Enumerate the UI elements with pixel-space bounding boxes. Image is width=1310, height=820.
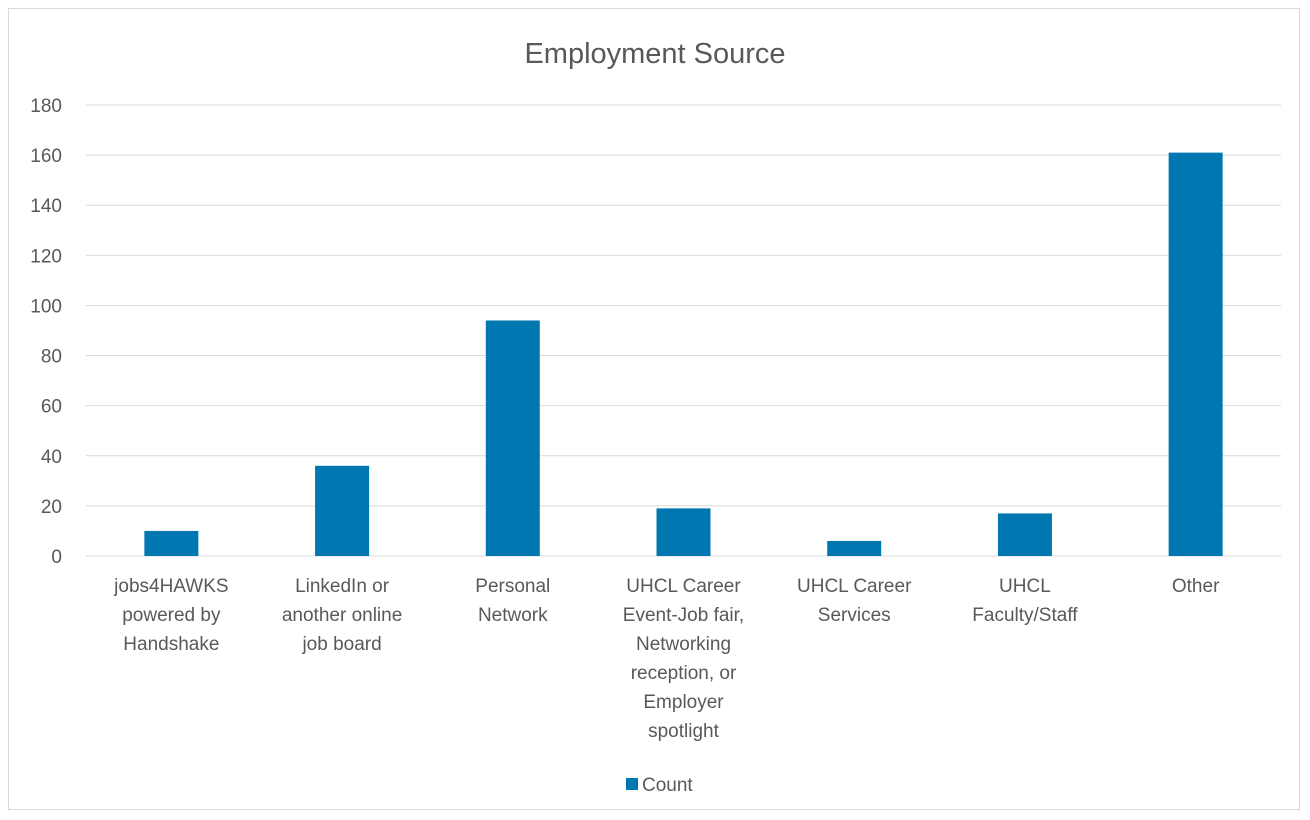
x-axis-tick-labels: jobs4HAWKS powered by Handshake LinkedIn or… bbox=[113, 576, 1220, 742]
chart-title: Employment Source bbox=[524, 38, 785, 70]
x-tick-label: UHCL Career Services bbox=[797, 576, 912, 626]
y-tick-label: 40 bbox=[41, 447, 62, 468]
gridlines bbox=[86, 104, 1281, 557]
y-tick-label: 20 bbox=[41, 497, 62, 518]
bar bbox=[997, 513, 1052, 556]
bar bbox=[485, 320, 540, 556]
x-tick-label: Other bbox=[1172, 576, 1220, 597]
y-tick-label: 60 bbox=[41, 397, 62, 418]
x-tick-label-line: Services bbox=[818, 605, 891, 626]
bar bbox=[656, 508, 711, 556]
x-tick-label-line: spotlight bbox=[648, 721, 719, 742]
x-tick-label: UHCL Career Event-Job fair, Networking rece… bbox=[623, 576, 744, 742]
legend-label-count: Count bbox=[642, 775, 693, 796]
x-tick-label-line: job board bbox=[301, 634, 381, 655]
y-tick-label: 160 bbox=[30, 146, 62, 167]
x-tick-label-line: UHCL Career bbox=[797, 576, 912, 597]
y-tick-label: 0 bbox=[51, 547, 62, 568]
x-tick-label-line: UHCL bbox=[999, 576, 1051, 597]
x-tick-label-line: Employer bbox=[643, 692, 724, 713]
bar bbox=[1168, 152, 1223, 556]
bar bbox=[827, 540, 882, 556]
legend-swatch-count bbox=[626, 778, 638, 790]
x-tick-label-line: UHCL Career bbox=[626, 576, 741, 597]
x-tick-label-line: powered by bbox=[122, 605, 221, 626]
x-tick-label-line: Faculty/Staff bbox=[972, 605, 1078, 626]
chart-area bbox=[8, 8, 1300, 810]
x-tick-label-line: Event-Job fair, bbox=[623, 605, 744, 626]
y-axis-tick-labels: 0 20 40 60 80 100 120 140 160 180 bbox=[30, 96, 62, 568]
x-tick-label-line: jobs4HAWKS bbox=[113, 576, 228, 597]
x-tick-label-line: Personal bbox=[475, 576, 550, 597]
bar bbox=[315, 465, 370, 556]
x-tick-label-line: Other bbox=[1172, 576, 1220, 597]
x-tick-label: jobs4HAWKS powered by Handshake bbox=[113, 576, 228, 655]
x-tick-label: Personal Network bbox=[475, 576, 550, 626]
legend: Count bbox=[626, 775, 693, 796]
y-tick-label: 80 bbox=[41, 347, 62, 368]
bar bbox=[144, 530, 199, 556]
y-tick-label: 140 bbox=[30, 196, 62, 217]
x-tick-label-line: reception, or bbox=[631, 663, 737, 684]
y-tick-label: 120 bbox=[30, 246, 62, 267]
x-tick-label-line: Handshake bbox=[123, 634, 219, 655]
x-tick-label: LinkedIn or another online job board bbox=[282, 576, 402, 655]
x-tick-label-line: another online bbox=[282, 605, 402, 626]
x-tick-label: UHCL Faculty/Staff bbox=[972, 576, 1078, 626]
y-tick-label: 100 bbox=[30, 296, 62, 317]
x-tick-label-line: Network bbox=[478, 605, 548, 626]
bars bbox=[144, 152, 1223, 556]
x-tick-label-line: Networking bbox=[636, 634, 731, 655]
x-tick-label-line: LinkedIn or bbox=[295, 576, 390, 597]
y-tick-label: 180 bbox=[30, 96, 62, 117]
